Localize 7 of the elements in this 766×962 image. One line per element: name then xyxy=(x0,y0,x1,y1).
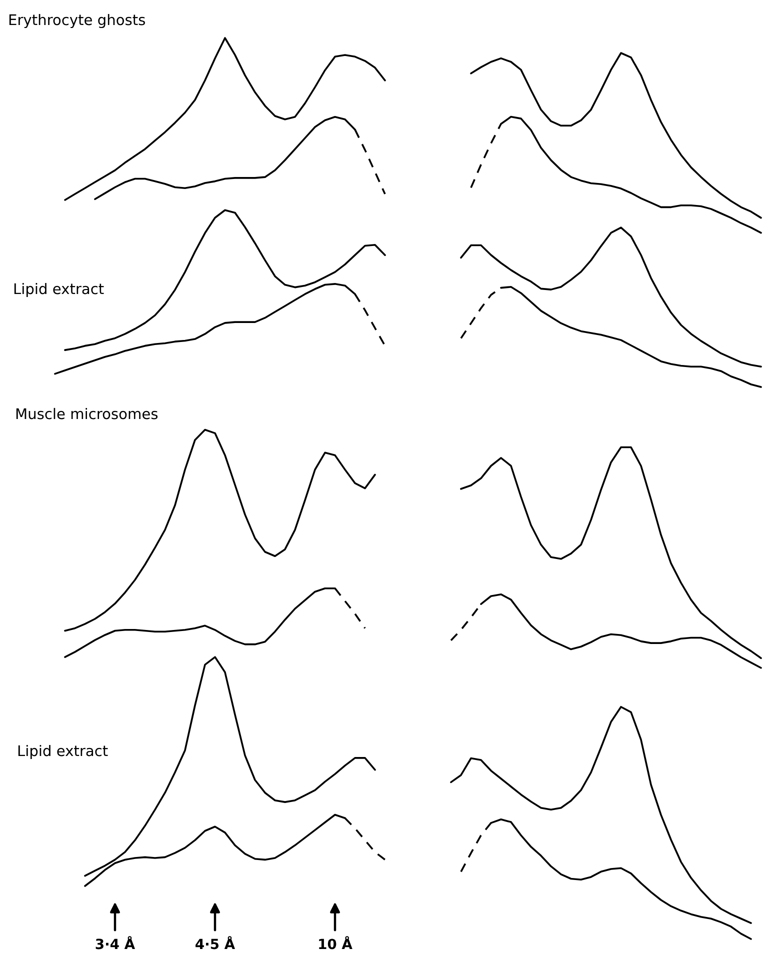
annotation: Lipid extract xyxy=(18,744,108,760)
text: Erythrocyte ghosts xyxy=(9,14,145,28)
annotation: Muscle microsomes xyxy=(16,408,158,420)
annotation: Lipid extract xyxy=(14,282,104,298)
x-tick-label: 10 Å xyxy=(319,936,352,950)
x-tick-label: 4·5 Å xyxy=(196,936,236,950)
x-tick-label: 3·4 Å xyxy=(96,936,136,950)
